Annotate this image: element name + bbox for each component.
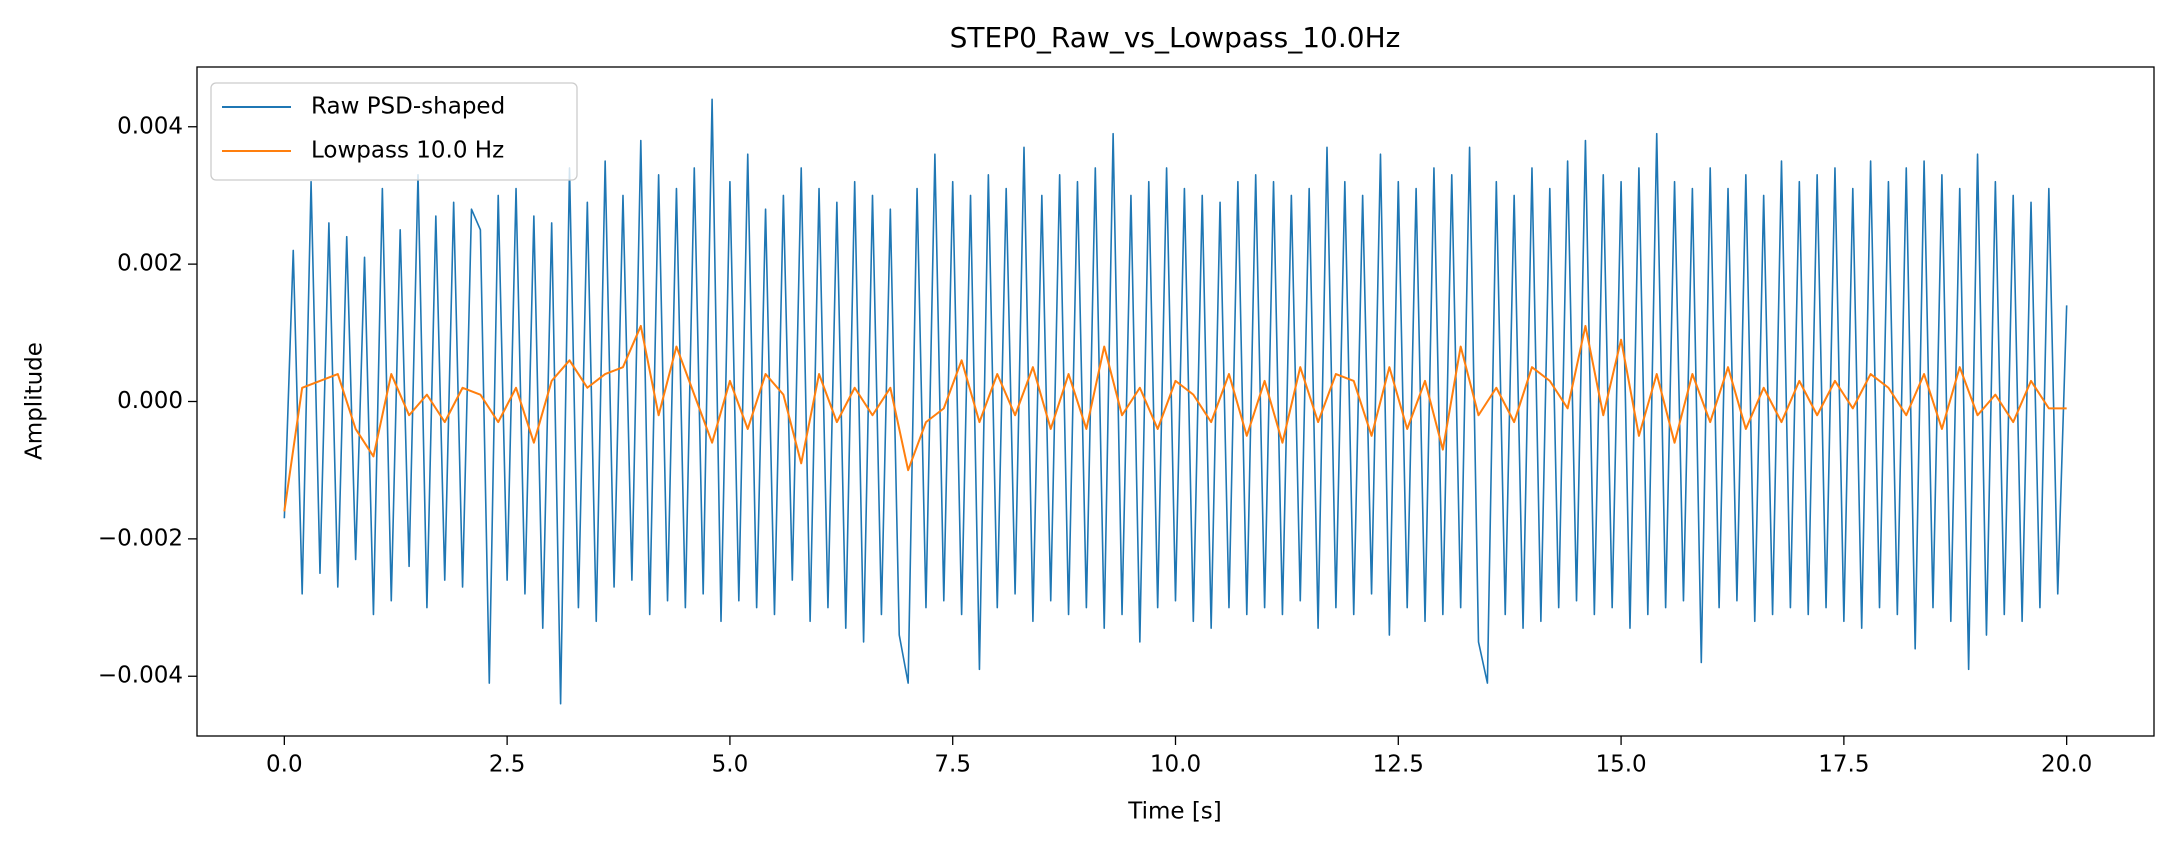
x-tick-label: 2.5 — [489, 752, 526, 778]
x-tick-label: 10.0 — [1150, 752, 1201, 778]
legend-label: Lowpass 10.0 Hz — [311, 138, 504, 164]
series-line — [283, 324, 2067, 512]
y-axis-label: Amplitude — [22, 342, 48, 460]
x-axis-label: Time [s] — [1127, 799, 1222, 825]
series-line — [283, 98, 2068, 705]
legend-label: Raw PSD-shaped — [311, 94, 505, 120]
x-tick-label: 0.0 — [266, 752, 303, 778]
x-tick-label: 15.0 — [1595, 752, 1646, 778]
x-tick-label: 17.5 — [1818, 752, 1869, 778]
chart-title: STEP0_Raw_vs_Lowpass_10.0Hz — [950, 21, 1401, 54]
x-tick-label: 7.5 — [934, 752, 971, 778]
plot-frame — [196, 66, 2155, 737]
x-tick-label: 12.5 — [1373, 752, 1424, 778]
legend-box — [210, 82, 578, 181]
y-tick-label: 0.002 — [117, 251, 183, 277]
y-tick-label: 0.000 — [117, 388, 183, 414]
x-tick-label: 5.0 — [712, 752, 749, 778]
x-tick-label: 20.0 — [2041, 752, 2092, 778]
y-tick-label: −0.004 — [98, 663, 183, 689]
y-tick-label: −0.002 — [98, 525, 183, 551]
y-tick-label: 0.004 — [117, 113, 183, 139]
